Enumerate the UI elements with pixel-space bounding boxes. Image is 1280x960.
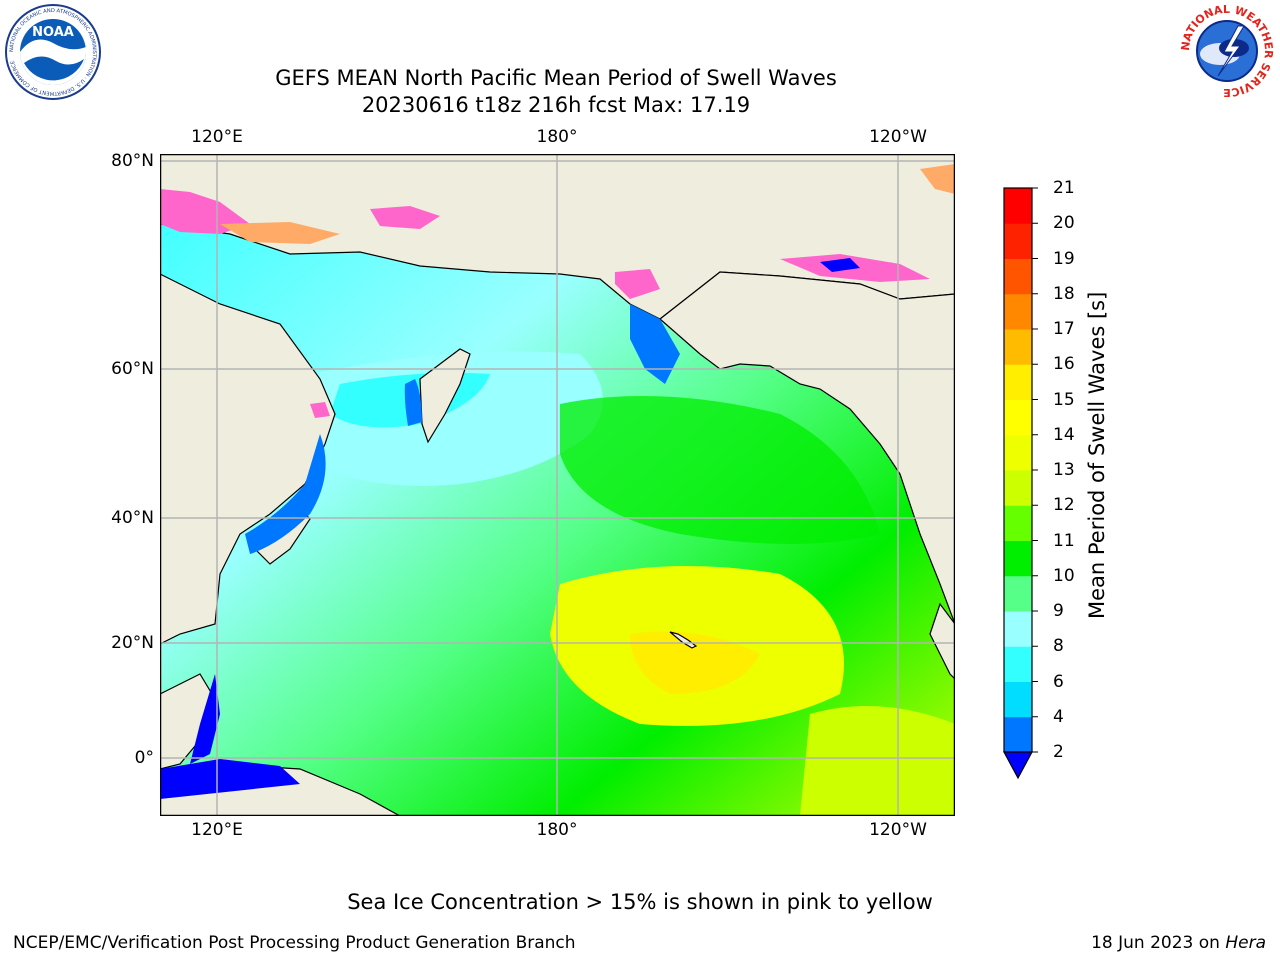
colorbar-segment xyxy=(1004,188,1032,224)
land-hawaii xyxy=(669,631,698,649)
colorbar-segment xyxy=(1004,293,1032,330)
sea-ice-note: Sea Ice Concentration > 15% is shown in … xyxy=(347,890,933,914)
lon-label-bottom-120w: 120°W xyxy=(869,820,927,840)
colorbar xyxy=(1002,187,1038,780)
colorbar-title: Mean Period of Swell Waves [s] xyxy=(1085,291,1109,619)
map-frame xyxy=(160,154,955,816)
colorbar-tick-label: 10 xyxy=(1053,565,1075,586)
colorbar-segment xyxy=(1004,399,1032,436)
sea-ice-chukchi xyxy=(370,206,440,229)
colorbar-tick-label: 4 xyxy=(1053,706,1064,727)
land-north-america-west xyxy=(929,602,955,680)
lat-label-80n: 80°N xyxy=(111,151,154,171)
lon-label-top-120e: 120°E xyxy=(191,127,243,147)
land-alaska xyxy=(659,271,955,625)
swell-short-period-japan-sea xyxy=(245,434,326,554)
colorbar-tick-label: 20 xyxy=(1053,213,1075,234)
noaa-logo: NOAA NATIONAL OCEANIC AND ATMOSPHERIC AD… xyxy=(4,3,102,101)
colorbar-tick-label: 13 xyxy=(1053,460,1075,480)
swell-short-period-bering xyxy=(630,304,680,384)
lat-label-0: 0° xyxy=(134,748,154,768)
lon-label-bottom-180: 180° xyxy=(536,820,578,840)
graticule xyxy=(160,154,955,816)
colorbar-tick-label: 19 xyxy=(1053,248,1075,269)
swell-short-period-philippines xyxy=(190,674,220,764)
colorbar-segment xyxy=(1004,470,1032,506)
run-date-text: 18 Jun 2023 on xyxy=(1091,933,1226,953)
sea-ice-laptev xyxy=(220,222,340,244)
map-title: GEFS MEAN North Pacific Mean Period of S… xyxy=(275,66,837,90)
sea-ice-bering-strait xyxy=(615,269,660,299)
lon-label-top-120w: 120°W xyxy=(869,127,927,147)
colorbar-tick-label: 18 xyxy=(1053,283,1075,304)
map-subtitle: 20230616 t18z 216h fcst Max: 17.19 xyxy=(361,93,751,117)
colorbar-tick-label: 15 xyxy=(1053,389,1075,410)
machine-name: Hera xyxy=(1225,933,1266,953)
lon-label-bottom-120e: 120°E xyxy=(191,820,243,840)
colorbar-tick-label: 9 xyxy=(1053,601,1064,621)
swell-short-period-sea-of-okhotsk xyxy=(404,379,422,426)
lat-label-60n: 60°N xyxy=(111,359,154,379)
colorbar-tick-label: 16 xyxy=(1053,354,1075,375)
colorbar-segment xyxy=(1004,505,1032,541)
colorbar-tick-label: 2 xyxy=(1053,742,1064,762)
noaa-logo-icon: NOAA NATIONAL OCEANIC AND ATMOSPHERIC AD… xyxy=(5,4,101,100)
colorbar-segment xyxy=(1004,258,1032,295)
colorbar-segment xyxy=(1004,223,1032,259)
colorbar-tick-label: 8 xyxy=(1053,636,1064,657)
colorbar-tick-label: 17 xyxy=(1053,319,1075,339)
colorbar-segment xyxy=(1004,681,1032,718)
land-kamchatka xyxy=(419,348,471,444)
colorbar-segment xyxy=(1004,364,1032,400)
swell-region-southeast xyxy=(800,706,955,816)
colorbar-tick-label: 12 xyxy=(1053,495,1075,516)
land-asia-mainland xyxy=(160,273,336,645)
map-panel xyxy=(160,154,955,816)
sea-ice-east-siberian xyxy=(160,189,250,234)
swell-region-green-band xyxy=(560,396,880,544)
lon-label-top-180: 180° xyxy=(536,127,578,147)
colorbar-segment xyxy=(1004,540,1032,577)
lat-label-40n: 40°N xyxy=(111,508,154,528)
colorbar-tick-label: 21 xyxy=(1053,178,1075,198)
noaa-logo-text: NOAA xyxy=(32,25,74,40)
sea-ice-okhotsk xyxy=(310,402,330,418)
colorbar-segment xyxy=(1004,434,1032,471)
sea-ice-canada xyxy=(920,164,955,194)
colorbar-tick-label: 14 xyxy=(1053,424,1075,445)
run-date: 18 Jun 2023 on Hera xyxy=(1091,933,1266,953)
colorbar-segment xyxy=(1004,575,1032,612)
colorbar-tick-label: 11 xyxy=(1053,530,1075,551)
nws-logo-icon: NATIONAL WEATHER SERVICE xyxy=(1179,3,1275,99)
swell-region-yellow-east xyxy=(630,631,760,694)
colorbar-segment xyxy=(1004,716,1032,753)
lat-label-20n: 20°N xyxy=(111,633,154,653)
branch-credit: NCEP/EMC/Verification Post Processing Pr… xyxy=(13,933,576,953)
colorbar-extend-arrow xyxy=(1002,751,1034,780)
colorbar-segment xyxy=(1004,611,1032,647)
colorbar-tick-label: 6 xyxy=(1053,671,1064,692)
sea-ice-beaufort-core xyxy=(820,258,860,272)
colorbar-segment xyxy=(1004,329,1032,365)
nws-logo: NATIONAL WEATHER SERVICE xyxy=(1178,2,1276,100)
colorbar-segment xyxy=(1004,646,1032,682)
swell-short-period-indonesia xyxy=(160,759,300,799)
